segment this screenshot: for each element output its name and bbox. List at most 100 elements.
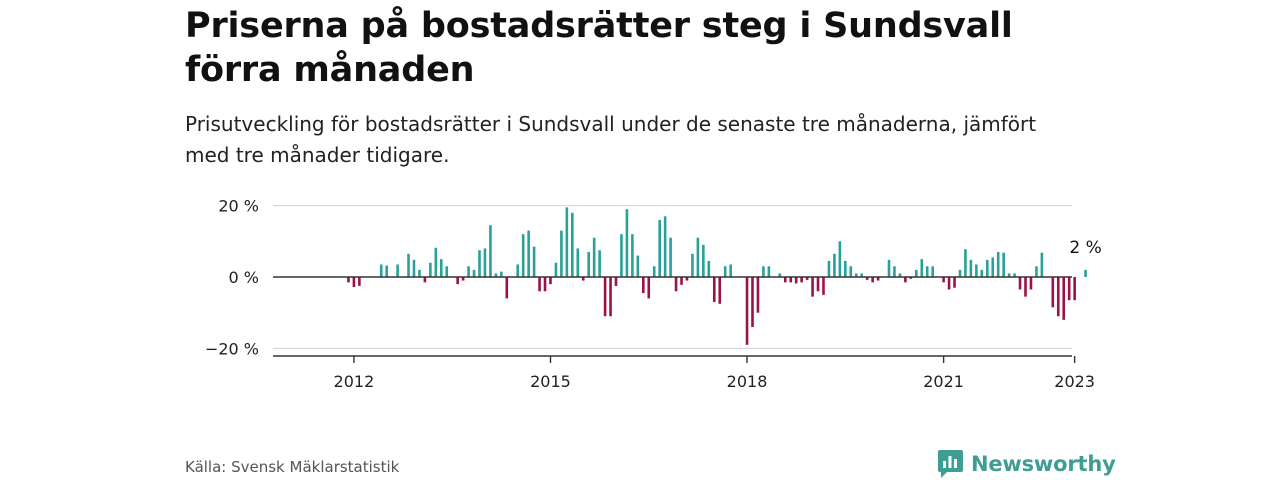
bar (691, 253, 694, 277)
labels: 20 % 0 % −20 % 2012 2015 2018 2021 2023 2 % (205, 197, 1102, 391)
bar (598, 250, 601, 277)
bar (418, 269, 421, 277)
bar (1013, 273, 1016, 277)
bars (347, 207, 1087, 345)
bar (854, 273, 858, 277)
bar (516, 264, 520, 277)
bar (500, 271, 503, 277)
bar (893, 266, 896, 277)
bar (347, 277, 350, 283)
bar (1056, 277, 1060, 317)
bar (980, 269, 984, 277)
bar (543, 277, 547, 292)
bar (702, 244, 705, 277)
bar (669, 237, 672, 277)
page-subtitle: Prisutveckling för bostadsrätter i Sunds… (185, 112, 1037, 167)
bar (407, 253, 410, 277)
bar (975, 264, 978, 277)
bar (429, 262, 432, 277)
bar (538, 277, 541, 292)
bar (625, 209, 629, 277)
bar (576, 248, 580, 277)
bar (805, 277, 809, 280)
bar (352, 277, 356, 287)
bar (947, 277, 951, 290)
bar (1067, 277, 1071, 301)
last-value-annotation: 2 % (1069, 238, 1101, 258)
bar (1073, 277, 1076, 301)
bar (745, 277, 749, 345)
bar (1040, 252, 1044, 277)
bar (985, 259, 989, 277)
bar (778, 273, 782, 277)
bar (849, 266, 853, 277)
bar (658, 219, 661, 277)
x-tick-label: 2018 (727, 372, 768, 391)
bar (723, 266, 727, 277)
bar (483, 248, 487, 277)
bar (461, 277, 465, 281)
x-tick-label: 2012 (334, 372, 375, 391)
bar (680, 277, 683, 285)
bar (478, 250, 481, 277)
bar (1029, 277, 1033, 290)
axes (273, 276, 1076, 363)
bar (751, 277, 754, 327)
bar (565, 207, 569, 277)
bar (603, 277, 607, 317)
bar (718, 277, 722, 304)
bar (592, 237, 596, 277)
bar (587, 252, 590, 277)
bar (445, 266, 449, 277)
price-change-bar-chart: 20 % 0 % −20 % 2012 2015 2018 2021 2023 2 % (205, 197, 1102, 391)
bar (969, 259, 973, 277)
bar (909, 277, 913, 279)
bar (865, 277, 869, 280)
bar (456, 277, 459, 285)
bar (931, 266, 934, 277)
bar (614, 277, 618, 286)
bar (887, 259, 891, 277)
bar (904, 277, 907, 283)
bar (609, 277, 612, 317)
bar (844, 260, 847, 277)
bar (953, 277, 956, 288)
bar (762, 266, 765, 277)
bar (489, 225, 492, 278)
bar (942, 277, 945, 283)
bar (647, 277, 651, 299)
bar (811, 277, 814, 297)
bar (396, 264, 399, 277)
y-tick-label: 0 % (229, 268, 259, 287)
bar (712, 277, 716, 302)
bar (833, 253, 836, 277)
bar (505, 277, 509, 299)
bar (958, 269, 962, 277)
bar (642, 277, 645, 294)
bar (729, 264, 732, 277)
bar (696, 237, 700, 277)
bar (1051, 277, 1055, 308)
bar (385, 265, 388, 277)
bar (423, 277, 427, 283)
bar (685, 277, 689, 281)
bar (472, 269, 476, 277)
bar (652, 266, 656, 277)
bar (925, 266, 929, 277)
bar (783, 277, 787, 283)
bar (876, 277, 880, 281)
bar (467, 266, 470, 277)
gridlines (273, 205, 1072, 349)
bar (964, 249, 967, 277)
bar (871, 277, 874, 283)
bar (1007, 273, 1011, 277)
bar (549, 277, 552, 285)
bar (789, 277, 793, 283)
bar (860, 273, 863, 277)
source-note: Källa: Svensk Mäklarstatistik (185, 458, 400, 476)
bar (571, 212, 574, 277)
bar (412, 259, 416, 277)
bar (439, 259, 443, 277)
brand-logo[interactable]: Newsworthy (937, 449, 1116, 479)
bar (620, 234, 623, 277)
